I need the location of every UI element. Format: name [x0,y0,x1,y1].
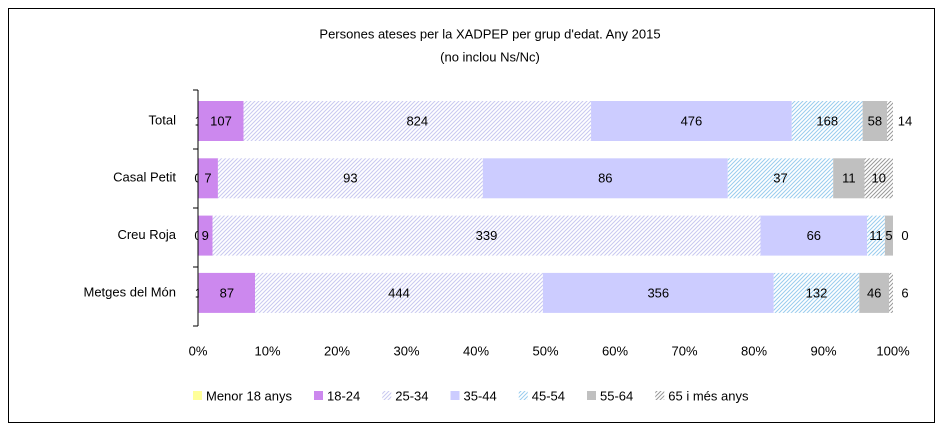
x-tick-label: 10% [254,343,280,358]
bar-segment [255,272,543,313]
data-label: 107 [210,113,232,128]
bar-segment [760,215,868,256]
x-tick-label: 80% [741,343,767,358]
legend-swatch [382,391,392,400]
data-label: 6 [901,285,908,300]
bar-segment [864,158,893,199]
bar-segment [867,215,885,256]
y-tick-label: Casal Petit [113,170,176,185]
x-tick-label: 40% [463,343,489,358]
x-tick-label: 100% [876,343,910,358]
x-tick-label: 90% [810,343,836,358]
data-label: 168 [816,113,838,128]
x-tick-label: 20% [324,343,350,358]
data-label: 824 [406,113,428,128]
bar-segment [217,158,483,199]
bar-segment [243,101,592,141]
chart-frame [8,8,935,423]
bar-segment [482,158,728,199]
data-label: 132 [806,285,828,300]
x-tick-label: 30% [393,343,419,358]
x-tick-label: 70% [671,343,697,358]
data-label: 9 [202,228,209,243]
data-label: 7 [204,171,211,186]
y-tick-label: Metges del Món [84,284,177,299]
data-label: 46 [867,285,881,300]
bar-segment [542,272,774,313]
bar-segment [887,101,893,141]
legend-label: 25-34 [395,388,428,403]
x-tick-label: 60% [602,343,628,358]
bar-segment [198,215,213,256]
chart-subtitle: (no inclou Ns/Nc) [440,49,540,64]
bar-segment [198,101,244,141]
bar-segment [212,215,761,256]
chart-title: Persones ateses per la XADPEP per grup d… [319,26,660,41]
data-label: 86 [598,171,612,186]
bar-segment [833,158,865,199]
x-tick-label: 50% [532,343,558,358]
legend-swatch [314,391,323,400]
bar-segment [862,101,888,141]
legend-swatch [587,391,596,400]
data-label: 356 [647,285,669,300]
legend-swatch [450,391,460,400]
data-label: 339 [476,228,498,243]
bar-segment [859,272,890,313]
legend-swatch [518,391,528,400]
legend-label: 55-64 [600,388,633,403]
legend-label: 18-24 [327,388,360,403]
legend-swatch [193,391,202,400]
data-label: 37 [773,171,787,186]
bar-segment [791,101,863,141]
legend-label: Menor 18 anys [206,388,292,403]
bar-segment [884,215,893,256]
data-label: 0 [901,228,908,243]
data-label: 10 [872,171,886,186]
legend-swatch [655,391,665,400]
data-label: 14 [898,113,912,128]
bar-segment [773,272,860,313]
bar-segment [198,272,256,313]
x-tick-label: 0% [189,343,208,358]
legend-label: 65 i més anys [668,388,749,403]
y-tick-label: Creu Roja [117,227,176,242]
data-label: 5 [885,228,892,243]
data-label: 58 [868,113,882,128]
y-tick-label: Total [149,112,177,127]
data-label: 444 [388,285,410,300]
bar-segment [591,101,792,141]
bar-segment [889,272,893,313]
data-label: 476 [681,113,703,128]
data-label: 93 [343,171,357,186]
legend-label: 35-44 [464,388,497,403]
bar-segment [198,158,218,199]
data-label: 11 [842,171,856,186]
bar-segment [727,158,834,199]
data-label: 66 [807,228,821,243]
data-label: 87 [220,285,234,300]
legend-label: 45-54 [532,388,565,403]
data-label: 11 [869,228,883,243]
